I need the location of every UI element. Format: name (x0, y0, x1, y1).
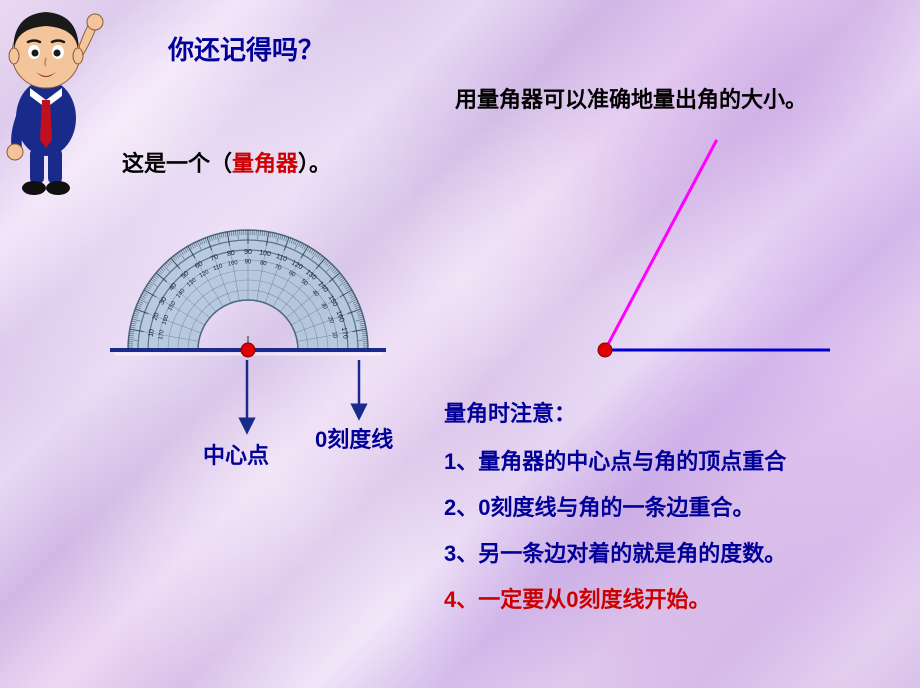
label-zero-line: 0刻度线 (315, 422, 393, 454)
top-right-sentence: 用量角器可以准确地量出角的大小。 (455, 82, 807, 114)
note-2-text: 2、0刻度线与角的一条边重合。 (444, 495, 754, 520)
note-4: 4、一定要从0刻度线开始。 (444, 582, 710, 614)
note-1-text: 1、量角器的中心点与角的顶点重合 (444, 449, 786, 474)
note-3: 3、另一条边对着的就是角的度数。 (444, 536, 786, 568)
svg-text:10: 10 (148, 329, 156, 338)
notes-title-text: 量角时注意： (444, 401, 576, 426)
angle-vertex-dot (598, 343, 612, 357)
notes-title: 量角时注意： (444, 396, 576, 428)
title-text: 你还记得吗？ (168, 35, 324, 65)
slide-title: 你还记得吗？ (168, 30, 324, 67)
sentence-prefix: 这是一个（ (122, 151, 232, 176)
top-right-text: 用量角器可以准确地量出角的大小。 (455, 87, 807, 112)
svg-text:90: 90 (245, 260, 252, 266)
label-center-point: 中心点 (203, 438, 269, 470)
angle-ray-line (605, 140, 717, 350)
note-1: 1、量角器的中心点与角的顶点重合 (444, 444, 786, 476)
note-4-text: 4、一定要从0刻度线开始。 (444, 587, 710, 612)
protractor-figure: 1020304050607080901001101201301401501601… (108, 218, 388, 368)
note-2: 2、0刻度线与角的一条边重合。 (444, 490, 754, 522)
sentence-suffix: ）。 (298, 151, 331, 176)
angle-figure (570, 122, 860, 362)
note-3-text: 3、另一条边对着的就是角的度数。 (444, 541, 786, 566)
svg-text:80: 80 (227, 250, 236, 258)
svg-text:90: 90 (244, 249, 252, 256)
this-is-sentence: 这是一个（量角器）。 (122, 146, 331, 178)
cartoon-boy (0, 0, 115, 200)
keyword-protractor: 量角器 (232, 151, 298, 176)
